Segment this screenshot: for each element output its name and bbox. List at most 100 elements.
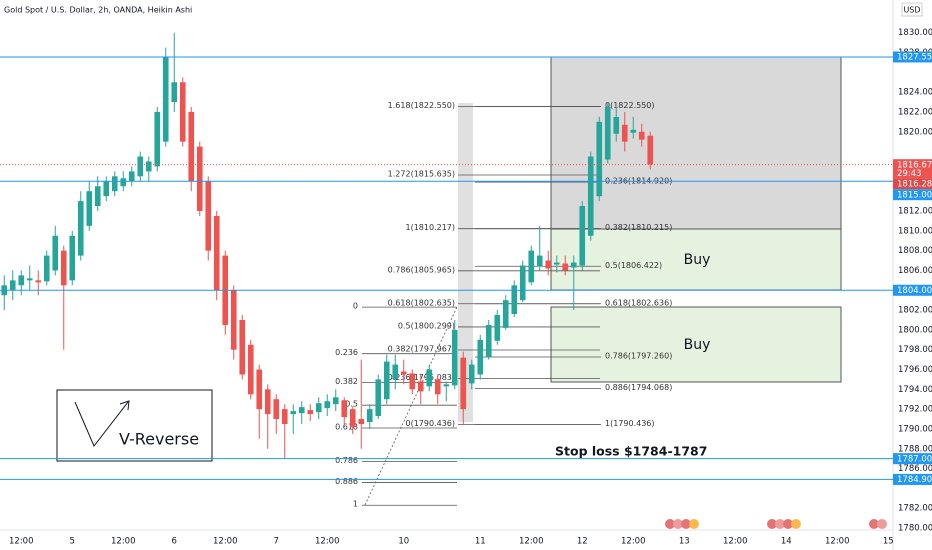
candle-body <box>562 263 569 271</box>
candle-body <box>196 146 203 212</box>
candle-body <box>647 135 654 165</box>
x-tick-label: 14 <box>781 537 792 547</box>
y-tick-label: 1788.000 <box>898 444 932 454</box>
candle-body <box>451 329 458 386</box>
candle-body <box>358 419 365 424</box>
y-tick-label: 1812.000 <box>898 207 932 217</box>
candle-body <box>18 275 25 286</box>
candle-body <box>188 111 195 182</box>
candle-body <box>494 315 501 341</box>
candle-body <box>528 250 535 283</box>
candle-body <box>273 399 280 420</box>
buy-zone <box>550 306 842 383</box>
fib-label: 0.236 <box>335 348 358 357</box>
y-tick-label: 1806.000 <box>898 266 932 276</box>
fib-label: 0.786(1805.965) <box>388 265 455 274</box>
candle-body <box>315 403 322 413</box>
candle-body <box>307 410 314 415</box>
candle-body <box>502 300 509 328</box>
y-tick-label: 1802.000 <box>898 306 932 316</box>
candle-body <box>213 215 220 291</box>
event-icon <box>869 519 879 529</box>
fib-label: 0(1790.436) <box>405 419 455 428</box>
fib-label: 0.786(1797.260) <box>605 352 672 361</box>
candle-body <box>383 361 390 400</box>
candle-body <box>468 364 475 384</box>
candle-body <box>179 82 186 142</box>
x-tick-label: 6 <box>172 537 177 547</box>
fib-label: 1 <box>353 500 358 509</box>
event-icons <box>665 519 887 529</box>
y-tick-label: 1810.000 <box>898 226 932 236</box>
x-tick-label: 12:00 <box>9 537 34 547</box>
event-icon <box>673 519 683 529</box>
price-tag-label: 1816.676 <box>897 160 932 170</box>
fib-label: 0.5 <box>345 400 358 409</box>
y-tick-label: 1822.000 <box>898 107 932 117</box>
candle-body <box>545 260 552 269</box>
candle-body <box>426 369 433 387</box>
x-tick-label: 13 <box>679 537 690 547</box>
candle-body <box>9 280 16 291</box>
fib-trend <box>364 306 458 506</box>
candle-body <box>477 339 484 375</box>
fib-band <box>458 103 473 422</box>
candle-body <box>434 379 441 395</box>
event-icon <box>783 519 793 529</box>
x-tick-label: 7 <box>274 537 279 547</box>
candle-body <box>579 206 586 266</box>
event-icon <box>767 519 777 529</box>
candle-body <box>417 381 424 392</box>
fib-label: 0.5(1800.299) <box>398 321 455 330</box>
candle-body <box>86 191 93 226</box>
price-tag <box>893 473 932 485</box>
fib-label: 1(1790.436) <box>605 419 655 428</box>
candle-body <box>630 129 637 133</box>
candle-body <box>145 161 152 172</box>
candle-body <box>111 176 118 192</box>
currency: USD <box>903 6 920 15</box>
candle-body <box>341 400 348 418</box>
x-tick-label: 12:00 <box>315 537 340 547</box>
buy-zone <box>550 228 842 291</box>
candle-body <box>239 319 246 375</box>
y-tick-label: 1792.000 <box>898 405 932 415</box>
candle-body <box>324 401 331 409</box>
price-tag-label: 1815.000 <box>897 190 932 200</box>
candle-body <box>511 285 518 315</box>
fib-label: 0.236(1795.083) <box>388 373 455 382</box>
candle-body <box>256 369 263 410</box>
pattern-label: V-Reverse <box>119 430 199 449</box>
price-tag <box>893 178 932 190</box>
x-tick-label: 5 <box>70 537 75 547</box>
candle-body <box>69 235 76 281</box>
candle-body <box>400 371 407 375</box>
x-tick-label: 12:00 <box>825 537 850 547</box>
fib-label: 0.886(1794.068) <box>605 383 672 392</box>
y-tick-label: 1790.000 <box>898 424 932 434</box>
fib-label: 0.618 <box>335 422 358 431</box>
candle-body <box>332 397 339 405</box>
candle-body <box>290 411 297 415</box>
event-icon <box>775 519 785 529</box>
countdown: 29:43 <box>897 169 922 179</box>
candle-body <box>230 290 237 350</box>
candle-body <box>519 265 526 301</box>
y-tick-label: 1798.000 <box>898 345 932 355</box>
candle-body <box>366 409 373 423</box>
y-tick-label: 1782.000 <box>898 504 932 514</box>
price-tag <box>893 284 932 296</box>
fib-label: 1.618(1822.550) <box>388 101 455 110</box>
candle-body <box>103 181 110 197</box>
fib-label: 0.382(1810.215) <box>605 223 672 232</box>
fib-label: 0.382(1797.967) <box>388 345 455 354</box>
candle-body <box>77 201 84 256</box>
candle-body <box>460 357 467 410</box>
candle-body <box>587 156 594 236</box>
y-tick-label: 1830.000 <box>898 28 932 38</box>
x-tick-label: 12:00 <box>519 537 544 547</box>
price-tag-label: 1816.280 <box>897 179 932 189</box>
fib-label: 0(1822.550) <box>605 101 655 110</box>
price-tag <box>893 453 932 465</box>
